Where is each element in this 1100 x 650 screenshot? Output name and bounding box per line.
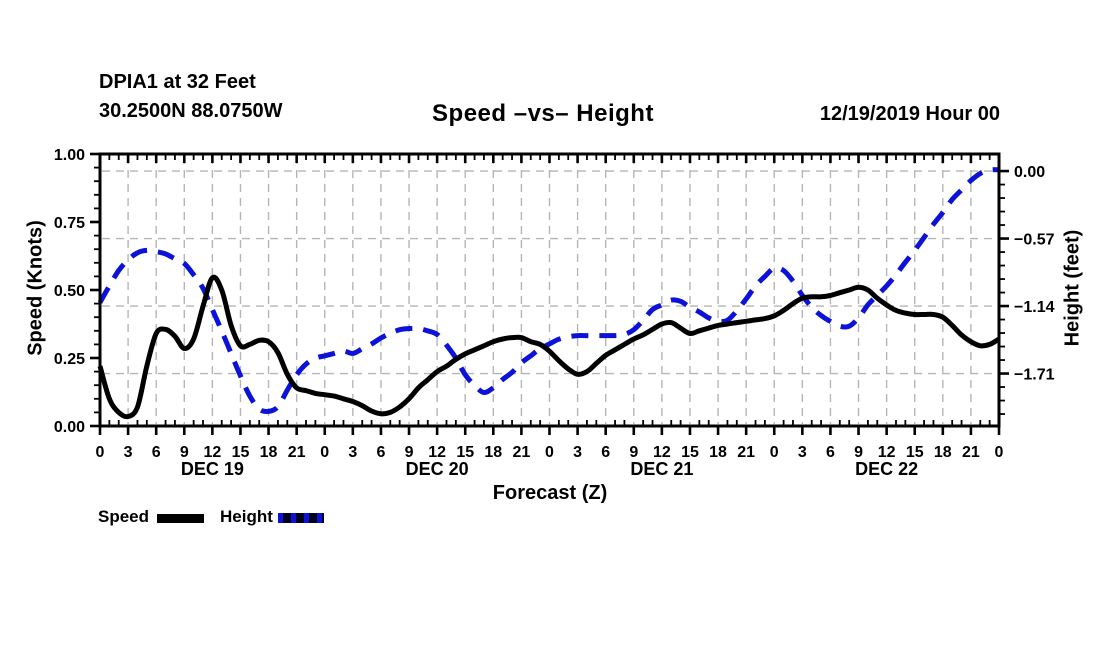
x-tick-label: 12 — [203, 444, 221, 461]
x-tick-label: 18 — [484, 444, 502, 461]
x-tick-label: 18 — [934, 444, 952, 461]
x-axis-title: Forecast (Z) — [492, 482, 608, 504]
x-tick-label: 12 — [428, 444, 446, 461]
x-tick-label: 3 — [348, 444, 357, 461]
day-label: DEC 21 — [630, 459, 693, 479]
legend-speed-label: Speed — [98, 507, 150, 526]
speed-curve — [97, 274, 1001, 420]
right-tick-label: −1.14 — [1014, 299, 1055, 316]
legend-height-swatch — [278, 513, 324, 523]
x-tick-label: 6 — [826, 444, 835, 461]
right-tick-label: −1.71 — [1014, 367, 1055, 384]
station-coordinates: 30.2500N 88.0750W — [99, 100, 283, 122]
x-tick-label: 3 — [124, 444, 133, 461]
x-tick-label: 15 — [906, 444, 924, 461]
x-tick-label: 15 — [681, 444, 699, 461]
x-tick-label: 0 — [995, 444, 1004, 461]
left-tick-label: 0.50 — [54, 283, 85, 300]
x-tick-label: 3 — [573, 444, 582, 461]
station-id: DPIA1 at 32 Feet — [99, 71, 256, 93]
height-curve — [97, 167, 1000, 415]
day-label: DEC 19 — [181, 459, 244, 479]
x-tick-label: 18 — [709, 444, 727, 461]
x-tick-label: 9 — [854, 444, 863, 461]
x-tick-label: 0 — [545, 444, 554, 461]
day-label: DEC 20 — [406, 459, 469, 479]
left-tick-label: 0.00 — [54, 419, 85, 436]
x-tick-label: 9 — [629, 444, 638, 461]
x-tick-label: 21 — [288, 444, 306, 461]
x-tick-label: 12 — [878, 444, 896, 461]
right-tick-label: −0.57 — [1014, 232, 1055, 249]
x-tick-label: 12 — [653, 444, 671, 461]
left-tick-label: 0.25 — [54, 351, 85, 368]
x-tick-label: 6 — [376, 444, 385, 461]
legend-speed-swatch — [157, 514, 204, 523]
x-tick-label: 15 — [232, 444, 250, 461]
x-tick-label: 3 — [798, 444, 807, 461]
x-tick-label: 0 — [770, 444, 779, 461]
right-tick-label: 0.00 — [1014, 164, 1045, 181]
x-tick-label: 9 — [180, 444, 189, 461]
left-tick-label: 0.75 — [54, 215, 85, 232]
day-label: DEC 22 — [855, 459, 918, 479]
x-tick-label: 15 — [456, 444, 474, 461]
x-tick-label: 6 — [152, 444, 161, 461]
left-tick-label: 1.00 — [54, 147, 85, 164]
x-tick-label: 9 — [405, 444, 414, 461]
x-tick-label: 0 — [96, 444, 105, 461]
x-tick-label: 21 — [737, 444, 755, 461]
x-tick-label: 18 — [260, 444, 278, 461]
x-tick-label: 0 — [320, 444, 329, 461]
chart-title: Speed –vs– Height — [432, 100, 654, 127]
x-tick-label: 21 — [962, 444, 980, 461]
legend-height-label: Height — [220, 507, 273, 526]
x-tick-label: 21 — [513, 444, 531, 461]
x-tick-label: 6 — [601, 444, 610, 461]
forecast-datetime: 12/19/2019 Hour 00 — [819, 103, 1000, 125]
